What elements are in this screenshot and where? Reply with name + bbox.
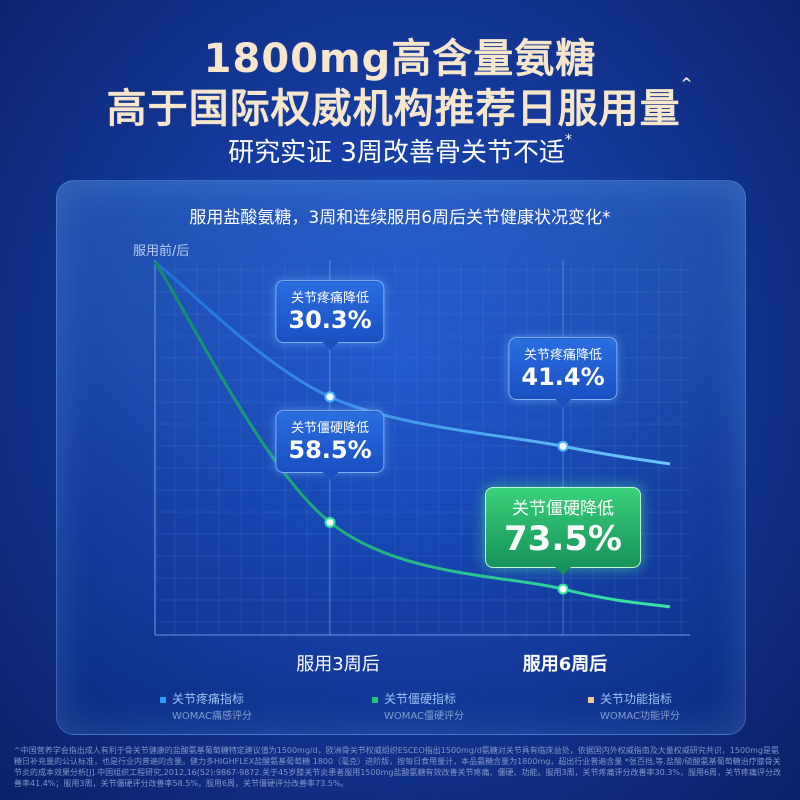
callout-value: 73.5% (504, 519, 622, 559)
series-stiffness-line (153, 261, 671, 609)
callout-label: 关节僵硬降低 (512, 499, 614, 519)
stiffness-point-6w (557, 583, 569, 595)
chart-title: 服用盐酸氨糖，3周和连续服用6周后关节健康状况变化* (189, 208, 611, 228)
callout-label: 关节僵硬降低 (290, 421, 370, 436)
x-tick-3w: 服用3周后 (296, 654, 380, 675)
callout-value: 58.5% (288, 436, 372, 464)
legend-title: 关节僵硬指标 (384, 692, 457, 706)
legend-swatch (372, 696, 378, 703)
headline-line3-mark: * (564, 132, 572, 148)
callout-value: 30.3% (288, 306, 372, 334)
pain-point-3w (324, 391, 336, 403)
legend-item-function: 关节功能指标 WOMAC功能评分 (588, 690, 680, 722)
callout-stiffness-6w: 关节僵硬降低 73.5% (485, 487, 641, 568)
legend-swatch (588, 696, 594, 703)
callout-label: 关节疼痛降低 (290, 291, 370, 306)
legend-item-stiffness: 关节僵硬指标 WOMAC僵硬评分 (372, 690, 464, 722)
headline-line2-mark: ^ (680, 76, 694, 92)
legend-title: 关节疼痛指标 (172, 692, 245, 706)
legend-title: 关节功能指标 (600, 692, 673, 706)
y-axis-label: 服用前/后 (133, 244, 190, 259)
legend-swatch (160, 696, 166, 703)
legend-subtitle: WOMAC僵硬评分 (384, 711, 465, 722)
callout-pain-3w: 关节疼痛降低 30.3% (275, 280, 385, 343)
legend-item-pain: 关节疼痛指标 WOMAC痛感评分 (160, 690, 252, 722)
legend-subtitle: WOMAC痛感评分 (172, 711, 253, 722)
footnote: ^中国营养学会指出成人有利于骨关节健康的盐酸氨基葡萄糖特定建议值为1500mg/… (14, 746, 782, 788)
legend-subtitle: WOMAC功能评分 (600, 711, 681, 722)
series-pain-line (154, 260, 671, 466)
callout-pain-6w: 关节疼痛降低 41.4% (508, 337, 618, 400)
headline-line2-text: 高于国际权威机构推荐日服用量 (106, 86, 681, 132)
stiffness-point-3w (324, 516, 336, 528)
callout-stiffness-3w: 关节僵硬降低 58.5% (275, 410, 385, 473)
headline-line3: 研究实证 3周改善骨关节不适* (0, 132, 800, 169)
headline-line3-text: 研究实证 3周改善骨关节不适 (228, 138, 565, 168)
x-tick-6w: 服用6周后 (522, 654, 608, 675)
headline-line1: 1800mg高含量氨糖 (203, 36, 597, 82)
pain-point-6w (557, 440, 569, 452)
headline-line2: 高于国际权威机构推荐日服用量^ (0, 76, 800, 134)
callout-label: 关节疼痛降低 (523, 348, 603, 363)
callout-value: 41.4% (521, 363, 605, 391)
chart-grid (155, 260, 690, 635)
